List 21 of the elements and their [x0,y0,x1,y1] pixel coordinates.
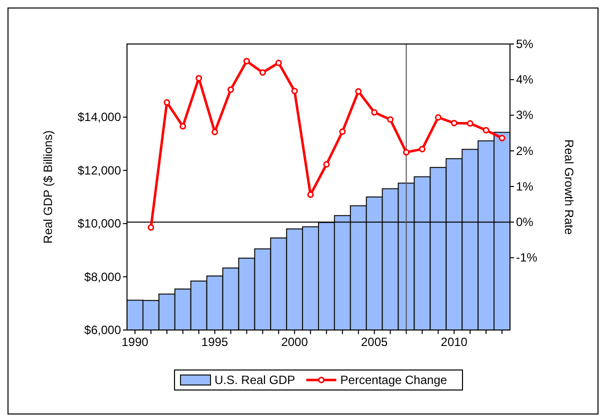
x-tick-label: 2000 [281,335,308,349]
y-tick-label: $6,000 [84,323,122,337]
y-tick-label: $8,000 [84,270,122,284]
y2-tick-label: 5% [516,37,534,51]
x-tick-label: 1995 [201,335,228,349]
y2-tick-label: 3% [516,108,534,122]
legend-label: Percentage Change [340,373,448,387]
y2-axis-title: Real Growth Rate [562,139,576,236]
y2-tick-label: -1% [516,250,538,265]
y-tick-label: $12,000 [78,163,122,178]
legend-label: U.S. Real GDP [214,373,296,387]
y2-tick-label: 4% [516,72,534,87]
y-axis-title: Real GDP ($ Billions) [41,130,55,244]
y2-tick-label: 1% [516,179,534,194]
y2-tick-label: 2% [516,144,534,158]
y2-tick-label: 0% [516,215,534,230]
x-tick-label: 1990 [122,335,149,349]
x-tick-label: 2010 [440,335,468,349]
y-tick-label: $10,000 [78,216,122,231]
y-tick-label: $14,000 [78,110,122,124]
x-tick-label: 2005 [361,335,388,349]
